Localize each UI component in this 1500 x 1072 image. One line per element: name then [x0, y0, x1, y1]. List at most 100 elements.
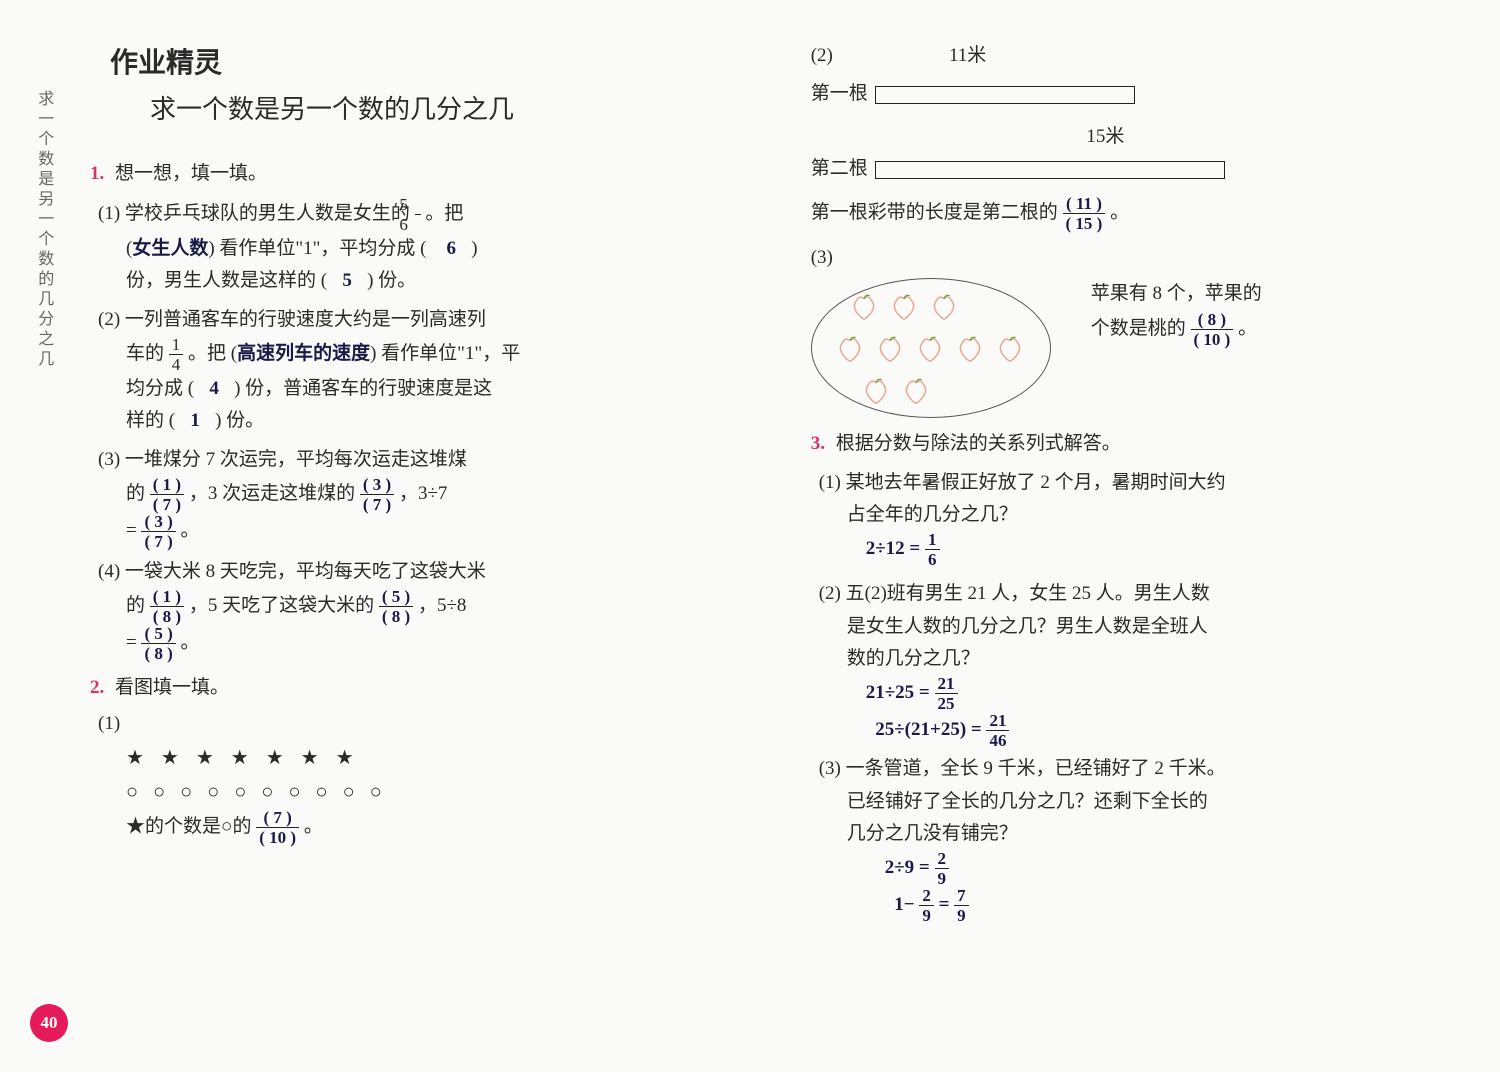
q2-2-text-b: 。	[1110, 202, 1129, 223]
q3-3: (3) 一条管道，全长 9 千米，已经铺好了 2 千米。	[811, 753, 1440, 785]
q1-4-line3b: 。	[181, 632, 200, 653]
q2-2-bar1-len: 11米	[838, 40, 1098, 72]
frac-den: 9	[954, 906, 969, 924]
q2-2-bar2-lbl: 第二根	[811, 153, 871, 185]
q3-3-text-a: 一条管道，全长 9 千米，已经铺好了 2 千米。	[846, 758, 1226, 779]
q2-3-frac: ( 8 ) ( 10 )	[1191, 311, 1234, 348]
q1-4-text-b: 的	[126, 595, 145, 616]
q1-2-label: (2)	[98, 309, 120, 330]
q2-2-bar1-row: 第一根	[811, 78, 1440, 110]
q2-3-side-a: 苹果有 8 个，苹果的	[1091, 283, 1262, 304]
q1-3-line3b: 。	[181, 520, 200, 541]
peach-icon	[876, 335, 904, 363]
frac-den: 9	[919, 906, 934, 924]
peach-icon	[850, 293, 878, 321]
peach-icon	[836, 335, 864, 363]
question-3: 3. 根据分数与除法的关系列式解答。 (1) 某地去年暑假正好放了 2 个月，暑…	[811, 428, 1440, 924]
q2-1-label: (1)	[90, 708, 751, 740]
frac-num: 21	[935, 675, 958, 694]
frac-den: ( 7 )	[141, 532, 175, 550]
q1-2-text-c: 。把 (	[188, 343, 237, 364]
frac-den: ( 8 )	[379, 607, 413, 625]
q1-1-line3b: ) 份。	[367, 270, 416, 291]
q3-1-hw-a: 2÷12 =	[866, 538, 921, 559]
q1-2-hw2: 4	[194, 373, 234, 405]
frac-den: 25	[935, 694, 958, 712]
q3-2-frac2: 21 46	[986, 712, 1009, 749]
q1-1-text-b: 。把	[425, 203, 463, 224]
q3-3-frac3: 7 9	[954, 887, 969, 924]
q2-3: (3)	[811, 242, 1440, 418]
q3-1-text-a: 某地去年暑假正好放了 2 个月，暑期时间大约	[846, 472, 1226, 493]
page-columns: 作业精灵 求一个数是另一个数的几分之几 1. 想一想，填一填。 (1) 学校乒乓…	[90, 40, 1440, 934]
q1-2-line3a: 均分成 (	[126, 378, 194, 399]
frac-num: ( 1 )	[150, 476, 184, 495]
page-number-badge: 40	[30, 1004, 68, 1042]
q1-2-text-a: 一列普通客车的行驶速度大约是一列高速列	[125, 309, 486, 330]
question-2: 2. 看图填一填。 (1) ★ ★ ★ ★ ★ ★ ★ ○ ○ ○ ○ ○ ○ …	[90, 672, 751, 846]
q1-1-label: (1)	[98, 203, 120, 224]
q1-3-label: (3)	[98, 449, 120, 470]
q3-1-label: (1)	[819, 472, 841, 493]
frac-num: ( 8 )	[1191, 311, 1234, 330]
q1-4: (4) 一袋大米 8 天吃完，平均每天吃了这袋大米	[90, 556, 751, 588]
peach-oval	[811, 278, 1051, 418]
page-title: 求一个数是另一个数的几分之几	[150, 88, 751, 132]
q1-3-line3: = ( 3 ) ( 7 ) 。	[90, 513, 751, 550]
q2-1-frac: ( 7 ) ( 10 )	[256, 809, 299, 846]
frac-den: 4	[169, 355, 184, 373]
q1-2-text-d: ) 看作单位"1"，平	[370, 343, 520, 364]
q1-1-line2c: )	[471, 238, 477, 259]
q2-2-text: 第一根彩带的长度是第二根的 ( 11 ) ( 15 ) 。	[811, 195, 1440, 232]
frac-den: 6	[415, 215, 421, 233]
q1-2-line4b: ) 份。	[215, 410, 264, 431]
q3-3-label: (3)	[819, 758, 841, 779]
q1-4-frac2: ( 5 ) ( 8 )	[379, 588, 413, 625]
q2-3-side-b: 个数是桃的	[1091, 318, 1186, 339]
q3-3-work1: 2÷9 = 2 9	[811, 850, 1440, 887]
q1-1-line2: (女生人数) 看作单位"1"，平均分成 ( 6)	[90, 233, 751, 265]
frac-num: 2	[935, 850, 950, 869]
q1-4-frac3: ( 5 ) ( 8 )	[141, 625, 175, 662]
q2-2-bar2-len: 15米	[811, 121, 1440, 153]
q3-number: 3.	[811, 433, 825, 454]
q2-3-side: 苹果有 8 个，苹果的 个数是桃的 ( 8 ) ( 10 ) 。	[1091, 278, 1291, 347]
q2-1-stars: ★ ★ ★ ★ ★ ★ ★	[126, 741, 751, 775]
q3-2-hw-a: 21÷25 =	[866, 682, 930, 703]
q1-3-line3a: =	[126, 520, 137, 541]
peach-icon	[930, 293, 958, 321]
frac-num: ( 1 )	[150, 588, 184, 607]
q1-1-hw3: 5	[327, 265, 367, 297]
q2-2-text-a: 第一根彩带的长度是第二根的	[811, 202, 1058, 223]
q3-3-work2: 1− 2 9 = 7 9	[811, 887, 1440, 924]
frac-num: 7	[954, 887, 969, 906]
q1-4-line2: 的 ( 1 ) ( 8 ) ，5 天吃了这袋大米的 ( 5 ) ( 8 ) ，5…	[90, 588, 751, 625]
left-column: 作业精灵 求一个数是另一个数的几分之几 1. 想一想，填一填。 (1) 学校乒乓…	[90, 40, 751, 934]
frac-num: ( 5 )	[141, 625, 175, 644]
q3-1-work: 2÷12 = 1 6	[811, 531, 1440, 568]
q3-3-hw-a: 2÷9 =	[885, 857, 930, 878]
q3-2: (2) 五(2)班有男生 21 人，女生 25 人。男生人数	[811, 578, 1440, 610]
q1-2-frac: 1 4	[169, 336, 184, 373]
peach-icon	[956, 335, 984, 363]
peach-row-2	[836, 335, 1024, 363]
q1-1-line3: 份，男生人数是这样的 (5) 份。	[90, 265, 751, 297]
frac-num: 2	[919, 887, 934, 906]
frac-den: 46	[986, 731, 1009, 749]
q1-3: (3) 一堆煤分 7 次运完，平均每次运走这堆煤	[90, 444, 751, 476]
q2-1-text-a: ★的个数是○的	[126, 816, 251, 837]
q2-2: (2) 11米 第一根 15米 第二根 第一根彩带的长度是第二根的 ( 11 )…	[811, 40, 1440, 232]
frac-num: ( 3 )	[141, 513, 175, 532]
q3-1: (1) 某地去年暑假正好放了 2 个月，暑期时间大约	[811, 467, 1440, 499]
q3-2-text-a: 五(2)班有男生 21 人，女生 25 人。男生人数	[846, 583, 1210, 604]
q2-1-circles: ○ ○ ○ ○ ○ ○ ○ ○ ○ ○	[126, 775, 751, 809]
q1-2-hw3: 1	[175, 405, 215, 437]
q1-1-frac: 5 6	[415, 196, 421, 233]
frac-den: ( 8 )	[141, 644, 175, 662]
q1-2-line3: 均分成 (4) 份，普通客车的行驶速度是这	[90, 373, 751, 405]
q3-1-frac: 1 6	[925, 531, 940, 568]
frac-num: 5	[415, 196, 421, 215]
q1-3-text-d: ，3÷7	[399, 483, 447, 504]
q2-3-label: (3)	[811, 247, 833, 268]
q1-3-line2: 的 ( 1 ) ( 7 ) ，3 次运走这堆煤的 ( 3 ) ( 7 ) ，3÷…	[90, 476, 751, 513]
